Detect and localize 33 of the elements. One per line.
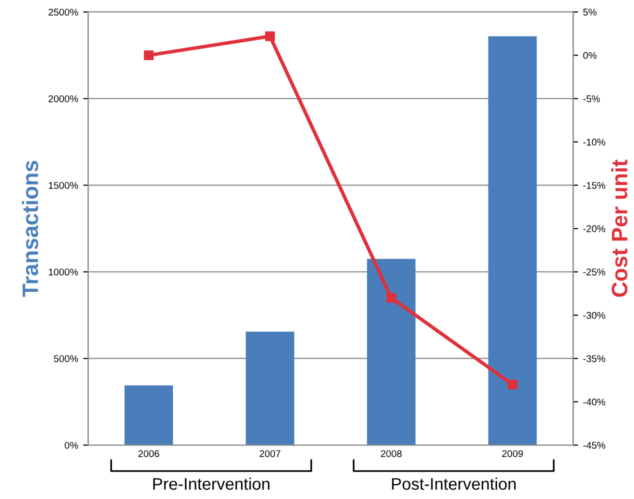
point [386, 292, 396, 303]
y2-tick-label: -35% [583, 355, 606, 362]
bar [488, 36, 537, 446]
bar [367, 258, 416, 446]
y2-tick-label: -5% [583, 95, 600, 102]
y2-tick-label: -30% [583, 312, 606, 319]
y-tick-label: 1500% [48, 182, 78, 189]
text: Post-Intervention [392, 478, 516, 490]
bar [246, 332, 294, 446]
y-tick-label: 500% [54, 355, 78, 362]
y-axis-title: Transactions [22, 160, 38, 297]
y-tick-label: 2500% [48, 8, 78, 16]
x-tick-label: 2009 [502, 450, 523, 458]
y2-tick-label: 0% [583, 52, 597, 59]
text: Pre-Intervention [153, 478, 270, 490]
y2-tick-label: -40% [583, 398, 606, 406]
bar [124, 385, 174, 446]
y-tick-label: 2000% [48, 95, 78, 102]
x-tick-label: 2007 [260, 450, 280, 458]
x-tick-label: 2008 [380, 450, 402, 458]
y2-tick-label: -15% [583, 182, 606, 189]
point [508, 380, 518, 390]
y-tick-label: 1000% [48, 268, 78, 276]
y2-tick-label: -45% [583, 442, 606, 449]
point [144, 50, 154, 60]
y2-tick-label: 5% [583, 8, 597, 16]
point [265, 31, 275, 42]
y2-tick-label: -20% [583, 225, 606, 232]
x-tick-label: 2006 [138, 450, 160, 458]
y-tick-label: 0% [64, 442, 78, 449]
y2-axis-title: Cost Per unit [611, 160, 628, 297]
y2-tick-label: -10% [583, 138, 606, 146]
y2-tick-label: -25% [583, 268, 606, 276]
